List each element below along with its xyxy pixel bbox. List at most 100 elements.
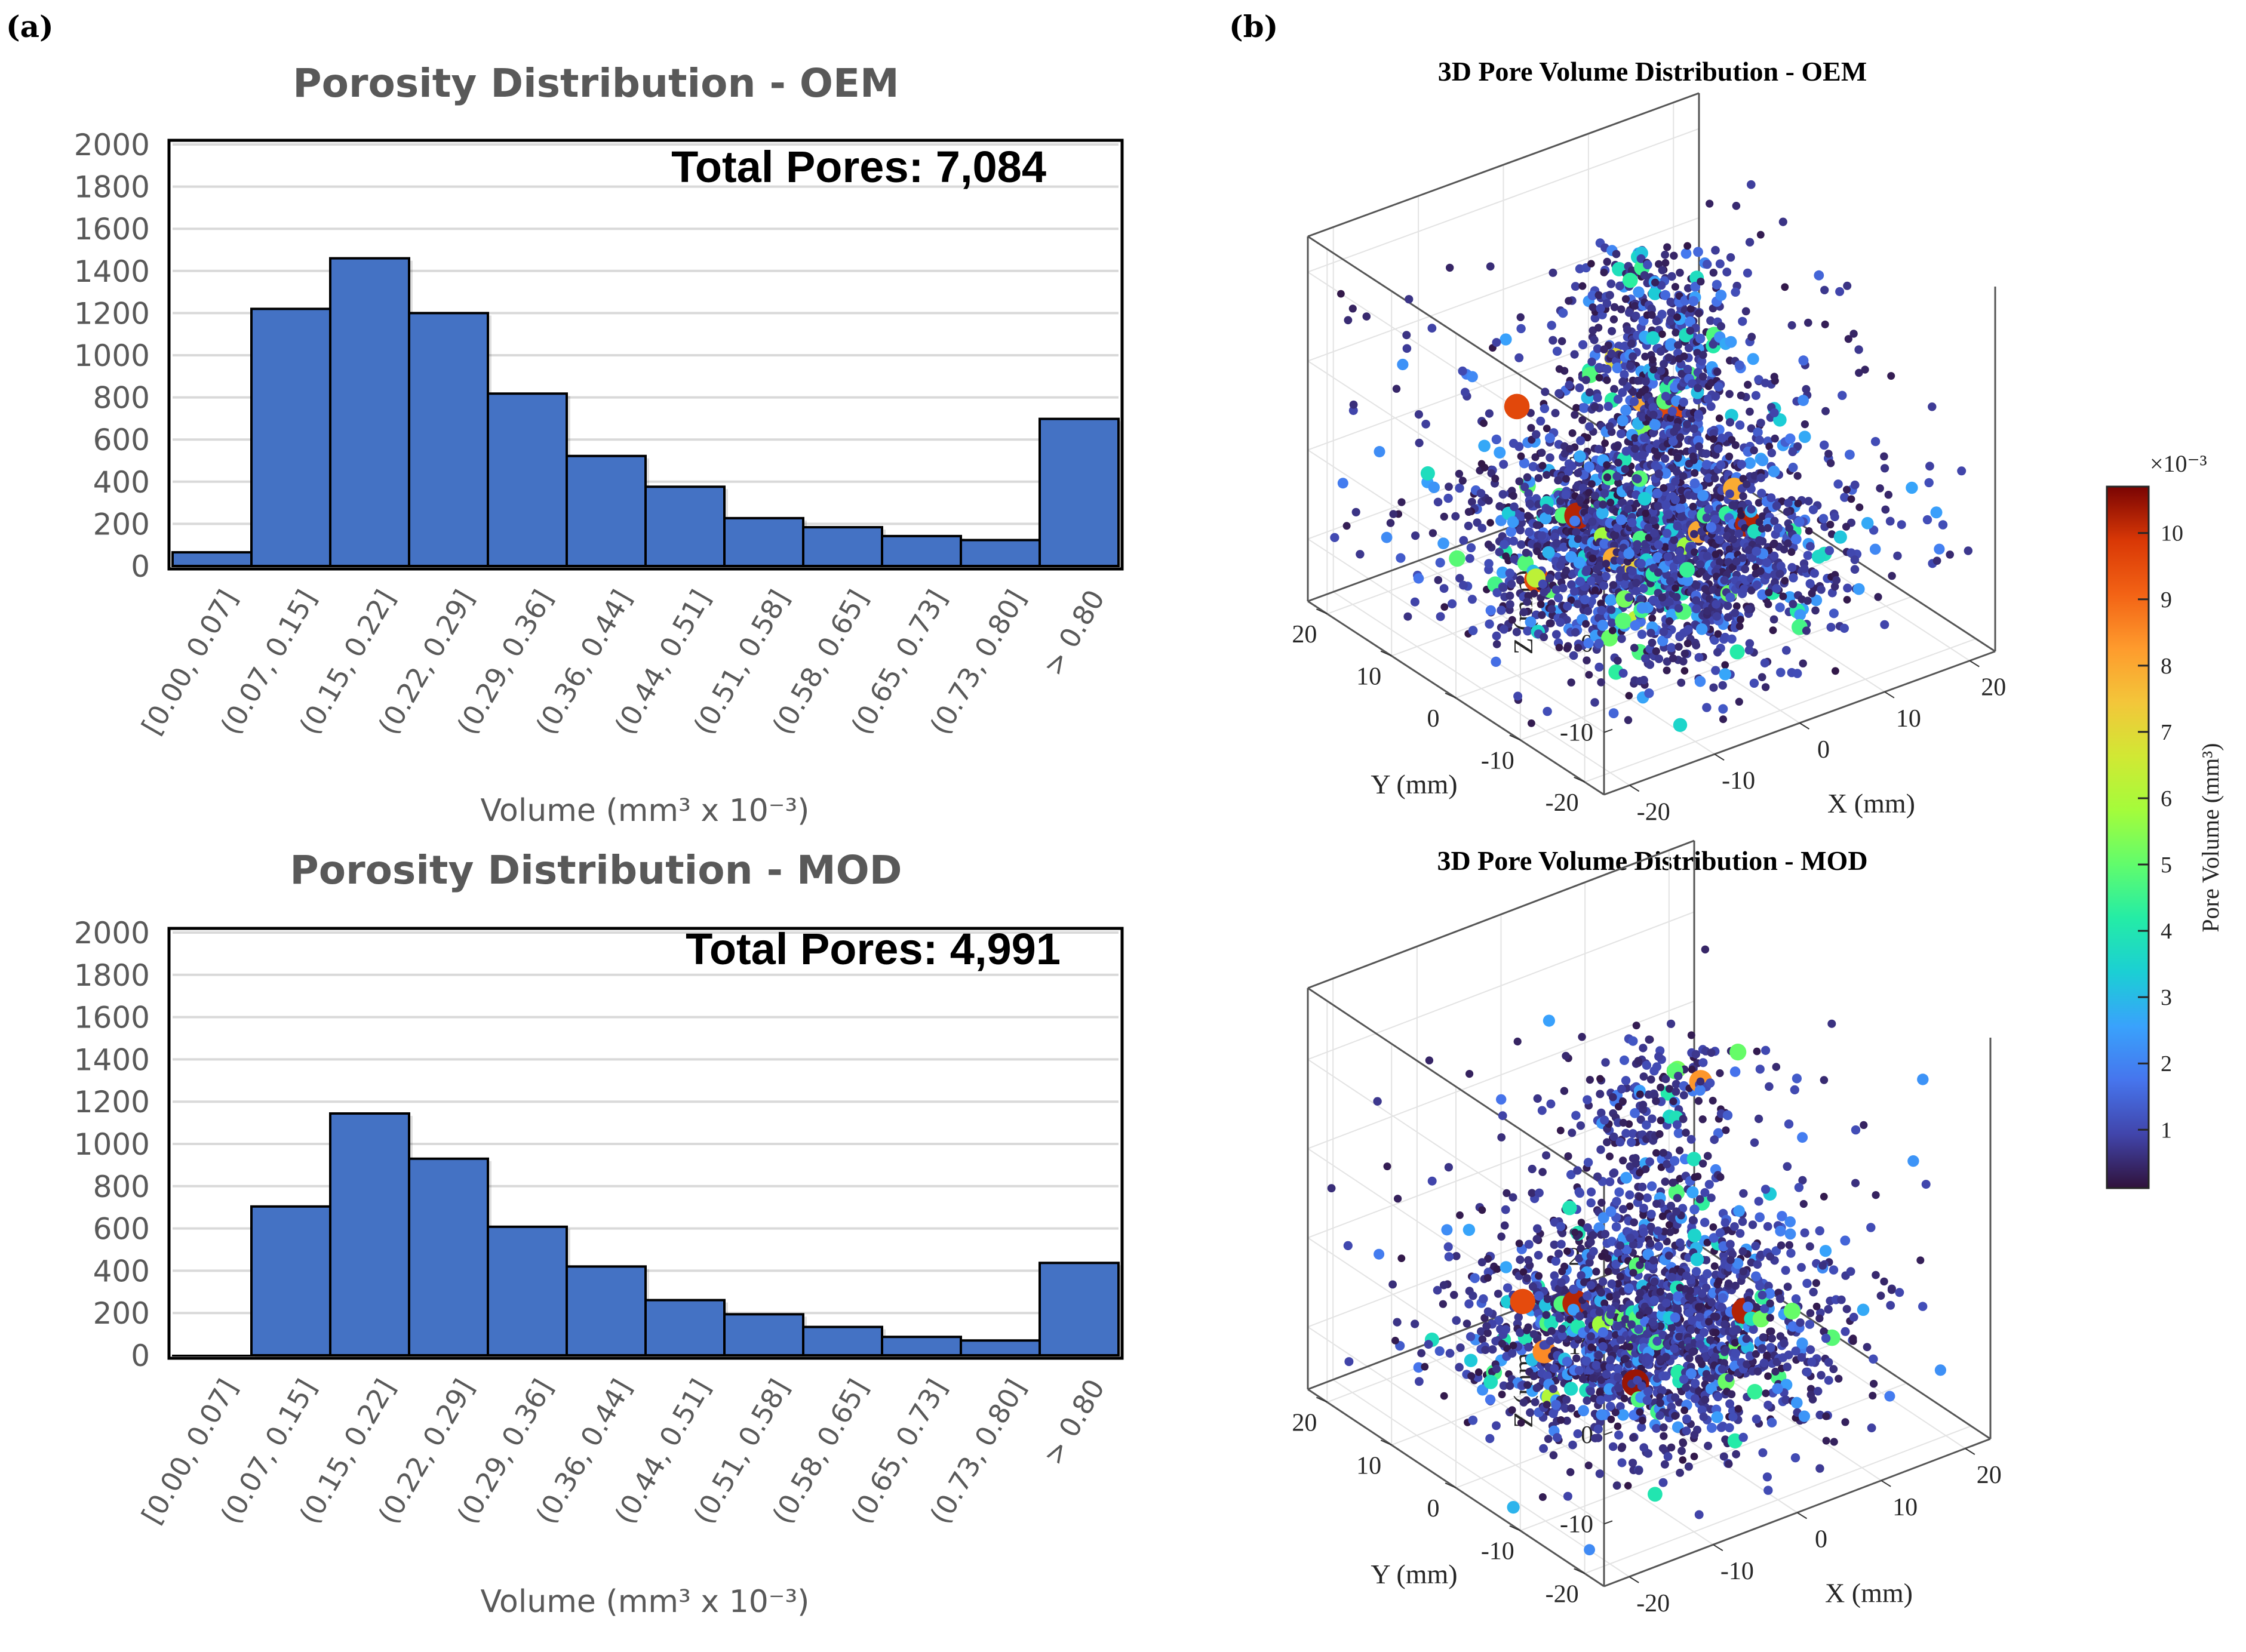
gridline: [1307, 911, 1695, 1060]
pore-point: [1639, 1228, 1648, 1237]
pore-point: [1744, 380, 1752, 389]
pore-point: [1754, 375, 1763, 384]
pore-point: [1755, 1212, 1765, 1223]
pore-point: [1758, 1344, 1767, 1353]
pore-point: [1803, 550, 1812, 560]
pore-point: [1784, 1119, 1794, 1129]
pore-point: [1413, 573, 1424, 584]
plot-frame: [167, 927, 1124, 1360]
pore-point: [1738, 553, 1747, 562]
pore-point: [1574, 1365, 1584, 1376]
pore-point: [1595, 561, 1604, 570]
pore-point: [1693, 247, 1703, 257]
pore-point: [1674, 341, 1682, 349]
pore-point: [1459, 536, 1468, 545]
pore-point: [1502, 552, 1510, 560]
pore-point: [1811, 549, 1826, 564]
pore-point: [1673, 1128, 1684, 1139]
x-tick-label: > 0.80: [1037, 1374, 1111, 1471]
y-tick: [1316, 608, 1328, 615]
pore-point: [1694, 383, 1703, 392]
pore-point: [1680, 667, 1689, 675]
pore-point: [1661, 454, 1670, 463]
pore-point: [1715, 290, 1727, 301]
pore-point: [1758, 1448, 1768, 1457]
pore-point: [1585, 388, 1594, 397]
pore-point: [1719, 1452, 1728, 1461]
pore-point: [1411, 1319, 1420, 1328]
pore-point: [1654, 1241, 1663, 1251]
pore-point: [1845, 450, 1855, 460]
pore-point: [1880, 452, 1888, 461]
pore-point: [1383, 1162, 1391, 1171]
pore-point: [1719, 668, 1731, 681]
pore-point: [1734, 360, 1744, 370]
pore-point: [1703, 1152, 1712, 1160]
pore-point: [1706, 522, 1717, 533]
pore-point: [1669, 1179, 1677, 1187]
pore-point: [1666, 297, 1675, 307]
pore-point: [1656, 347, 1665, 356]
pore-point: [1765, 588, 1773, 596]
pore-point: [1492, 338, 1501, 347]
x-tick: [1713, 1544, 1723, 1552]
y-tick-label: 1800: [74, 958, 150, 993]
pore-point: [1579, 403, 1590, 413]
pore-point: [1597, 1327, 1608, 1338]
pore-point: [1661, 259, 1670, 267]
pore-point: [1500, 540, 1509, 549]
scatter3d-mod: 3D Pore Volume Distribution - MOD -10010…: [1292, 839, 2002, 1617]
pore-point: [1459, 580, 1468, 590]
pore-point: [1672, 467, 1681, 476]
pore-point: [1627, 266, 1636, 275]
pore-point: [1603, 461, 1611, 469]
pore-point: [1747, 353, 1759, 365]
histogram-bar: [329, 257, 410, 567]
pore-point: [1516, 1328, 1525, 1337]
pore-point: [1537, 1106, 1547, 1115]
pore-point: [1766, 493, 1776, 503]
pore-point: [1783, 507, 1792, 516]
pore-point: [1654, 1052, 1663, 1061]
pore-point: [1687, 1228, 1702, 1242]
pore-point: [1646, 331, 1660, 345]
pore-point: [1707, 1193, 1716, 1202]
pore-point: [1534, 1251, 1543, 1260]
pore-point: [1632, 1159, 1640, 1168]
pore-point: [1672, 593, 1681, 601]
pore-point: [1667, 1443, 1676, 1452]
pore-point: [1826, 521, 1835, 529]
pore-point: [1663, 1159, 1672, 1168]
pore-point: [1436, 612, 1445, 622]
pore-point: [1712, 1328, 1720, 1337]
pore-point: [1451, 512, 1460, 521]
pore-point: [1655, 1411, 1664, 1420]
pore-point: [1563, 1416, 1571, 1425]
pore-point: [1725, 336, 1737, 348]
pore-point: [1675, 503, 1686, 514]
pore-point: [1501, 1205, 1510, 1214]
pore-point: [1612, 472, 1621, 481]
pore-point: [1735, 697, 1743, 706]
pore-point: [1760, 1185, 1771, 1194]
pore-point: [1584, 433, 1591, 442]
pore-point: [1597, 1212, 1609, 1224]
pore-point: [1881, 464, 1889, 473]
pore-point: [1523, 1381, 1532, 1389]
pore-point: [1850, 555, 1860, 564]
pore-point: [1691, 1267, 1701, 1276]
pore-point: [1678, 1340, 1686, 1349]
pore-point: [1802, 1278, 1812, 1288]
pore-point: [1645, 1035, 1654, 1044]
pore-point: [1621, 1244, 1632, 1255]
pore-point: [1755, 518, 1763, 527]
pore-point: [1697, 356, 1707, 366]
pore-point: [1654, 654, 1664, 663]
pore-point: [1602, 299, 1612, 308]
pore-point: [1855, 503, 1864, 512]
pore-point: [1709, 1233, 1719, 1243]
pore-point: [1648, 614, 1657, 622]
pore-point: [1677, 370, 1686, 378]
pore-point: [1600, 1115, 1609, 1125]
histogram-title: Porosity Distribution - OEM: [293, 60, 899, 106]
